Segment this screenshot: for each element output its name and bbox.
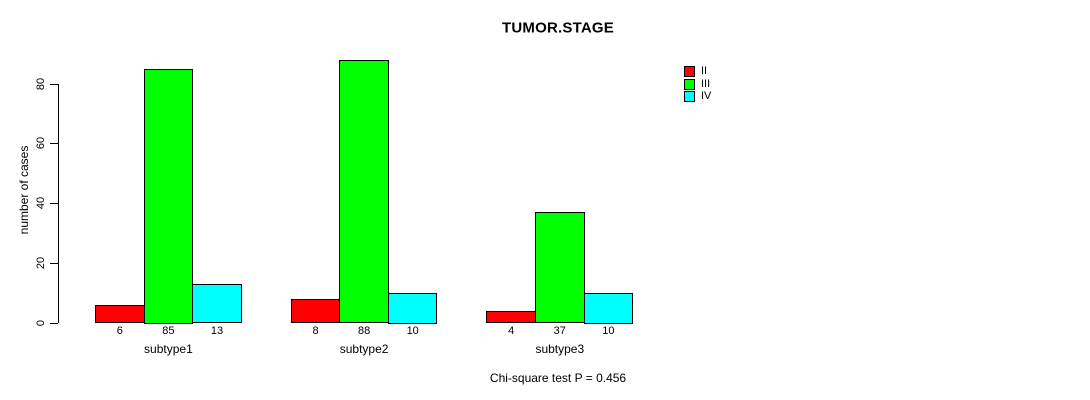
bar-value-label: 10: [406, 324, 419, 337]
legend-swatch-II: [684, 66, 695, 77]
bar-value-label: 88: [357, 324, 371, 337]
y-axis-tick-label: 0: [35, 319, 47, 326]
legend-label-IV: IV: [701, 90, 712, 103]
y-axis-tick: [50, 143, 58, 145]
y-axis-tick: [50, 262, 58, 264]
y-axis-tick-label: 20: [35, 256, 47, 269]
category-label-subtype1: subtype1: [144, 342, 193, 356]
category-label-subtype3: subtype3: [535, 342, 585, 356]
category-label-subtype2: subtype2: [339, 342, 389, 356]
y-axis-tick: [50, 203, 58, 204]
legend-label-II: II: [701, 65, 708, 77]
y-axis-tick: [50, 322, 58, 324]
bar-value-label: 85: [162, 324, 175, 337]
legend-label-III: III: [701, 77, 711, 90]
chart-title: TUMOR.STAGE: [502, 19, 614, 37]
bar-value-label: 6: [116, 324, 123, 337]
legend-swatch-IV: [684, 91, 695, 103]
y-axis-tick-label: 80: [35, 77, 47, 90]
bar-subtype2-II: [290, 298, 341, 324]
bar-subtype2-III: [339, 59, 389, 324]
y-axis-title: number of cases: [17, 145, 31, 235]
bar-subtype3-IV: [583, 292, 634, 324]
chi-square-annotation: Chi-square test P = 0.456: [489, 371, 627, 385]
bar-subtype1-IV: [192, 283, 242, 324]
y-axis-tick-label: 60: [35, 137, 47, 150]
y-axis-line: [58, 83, 59, 323]
bar-value-label: 10: [602, 324, 615, 337]
bar-value-label: 13: [210, 324, 224, 337]
bar-subtype3-II: [486, 310, 536, 324]
bar-value-label: 8: [312, 324, 319, 337]
bar-subtype3-III: [535, 211, 585, 324]
legend-swatch-III: [684, 78, 695, 90]
bar-value-label: 37: [553, 324, 566, 337]
y-axis-tick: [50, 83, 58, 85]
bar-subtype1-II: [95, 304, 145, 324]
bar-subtype2-IV: [387, 292, 438, 324]
y-axis-tick-label: 40: [35, 196, 47, 210]
bar-value-label: 4: [508, 324, 515, 337]
bar-subtype1-III: [143, 68, 194, 324]
